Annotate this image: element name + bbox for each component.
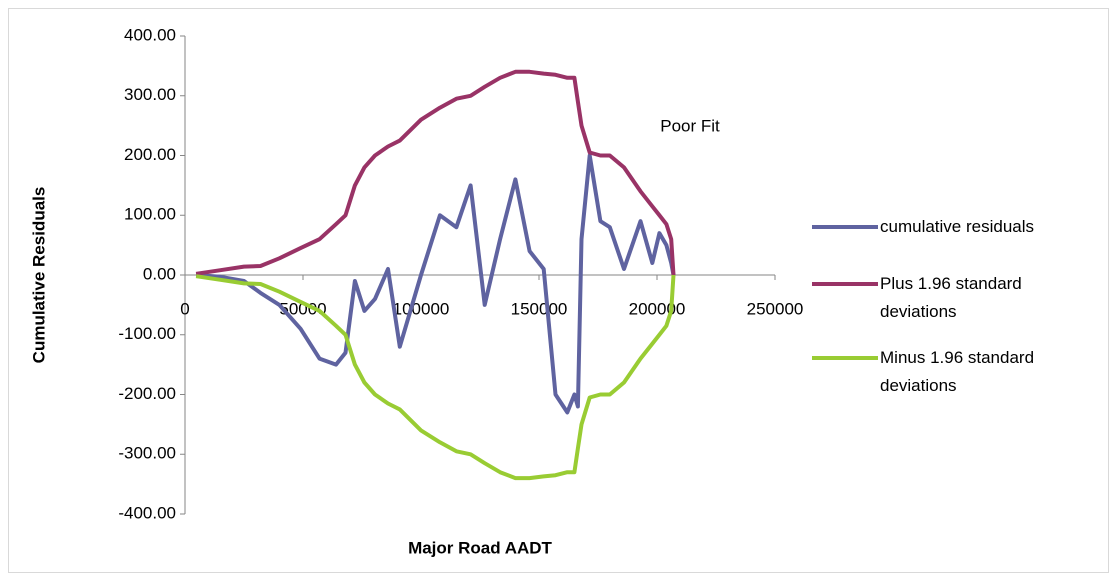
y-tick-label: -100.00 — [118, 324, 176, 343]
legend-swatch — [812, 225, 878, 229]
y-axis-title: Cumulative Residuals — [29, 187, 48, 364]
x-tick-label: 50000 — [279, 299, 326, 318]
x-tick-label: 200000 — [629, 299, 686, 318]
y-tick-label: 200.00 — [124, 145, 176, 164]
legend-label: cumulative residuals — [880, 217, 1035, 236]
x-tick-label: 0 — [180, 299, 189, 318]
series-line — [195, 69, 676, 276]
annotation: Poor Fit — [660, 116, 720, 135]
y-tick-label: 400.00 — [124, 25, 176, 44]
y-tick-label: 0.00 — [143, 264, 176, 283]
legend-swatch — [812, 282, 878, 286]
legend-swatch — [812, 356, 878, 360]
chart-border — [8, 8, 1109, 573]
y-tick-label: 100.00 — [124, 205, 176, 224]
legend-label: Minus 1.96 standard deviations — [880, 348, 1035, 395]
y-tick-label: -200.00 — [118, 384, 176, 403]
y-tick-label: -400.00 — [118, 503, 176, 522]
x-axis-title: Major Road AADT — [408, 538, 552, 557]
x-tick-label: 250000 — [747, 299, 804, 318]
series-line — [195, 274, 676, 481]
y-tick-label: -300.00 — [118, 444, 176, 463]
x-tick-label: 100000 — [393, 299, 450, 318]
series-line — [195, 153, 676, 415]
x-tick-label: 150000 — [511, 299, 568, 318]
y-tick-label: 300.00 — [124, 85, 176, 104]
legend-label: Plus 1.96 standard deviations — [880, 274, 1022, 321]
